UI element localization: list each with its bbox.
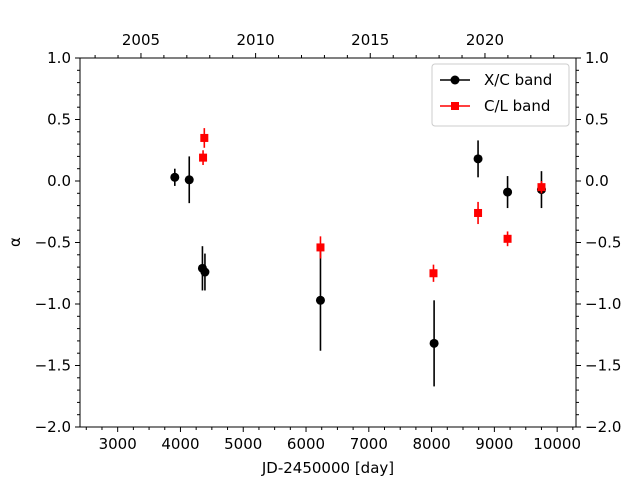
top-tick-label: 2015 <box>351 31 389 49</box>
top-tick-label: 2010 <box>237 31 275 49</box>
x-axis-title: JD-2450000 [day] <box>261 459 394 477</box>
y-tick-label-left: −1.5 <box>35 357 71 375</box>
y-tick-label-left: −0.5 <box>35 234 71 252</box>
data-point <box>503 234 512 243</box>
y-tick-label-right: 0.5 <box>585 111 609 129</box>
data-point <box>170 172 180 182</box>
legend-marker-cl <box>451 102 459 110</box>
y-tick-label-right: −1.0 <box>585 295 621 313</box>
y-tick-label-left: −1.0 <box>35 295 71 313</box>
y-tick-label-right: −1.5 <box>585 357 621 375</box>
y-tick-label-left: 0.5 <box>47 111 71 129</box>
ticks-layer: 3000 4000 5000 6000 7000 8000 9000 10000 2005 201… <box>35 31 622 453</box>
x-tick-label: 8000 <box>413 435 451 453</box>
legend-label-xc: X/C band <box>484 71 552 89</box>
top-tick-label: 2020 <box>466 31 504 49</box>
data-point <box>473 154 483 164</box>
plot-frame <box>79 57 577 428</box>
x-tick-label: 3000 <box>99 435 137 453</box>
legend-label-cl: C/L band <box>484 97 550 115</box>
x-tick-label: 10000 <box>533 435 581 453</box>
legend: X/C band C/L band <box>431 63 570 127</box>
legend-marker-xc <box>450 75 460 85</box>
y-tick-label-left: 1.0 <box>47 49 71 67</box>
data-point <box>200 267 210 277</box>
data-point <box>429 338 439 348</box>
x-tick-label: 5000 <box>224 435 262 453</box>
y-tick-label-right: −2.0 <box>585 418 621 436</box>
data-point <box>537 183 546 192</box>
data-point <box>474 208 483 217</box>
top-tick-label: 2005 <box>122 31 160 49</box>
y-axis-title: α <box>6 237 24 247</box>
y-tick-label-left: −2.0 <box>35 418 71 436</box>
data-layer <box>170 128 546 387</box>
y-tick-label-right: 1.0 <box>585 49 609 67</box>
data-point <box>200 133 209 142</box>
x-tick-label: 7000 <box>350 435 388 453</box>
data-point <box>184 175 194 185</box>
data-point <box>316 243 325 252</box>
x-tick-label: 9000 <box>475 435 513 453</box>
data-point <box>429 269 438 278</box>
x-tick-label: 4000 <box>161 435 199 453</box>
y-tick-label-right: −0.5 <box>585 234 621 252</box>
data-point <box>503 187 513 197</box>
data-point <box>315 295 325 305</box>
y-tick-label-right: 0.0 <box>585 172 609 190</box>
x-tick-label: 6000 <box>287 435 325 453</box>
data-point <box>199 153 208 162</box>
y-tick-label-left: 0.0 <box>47 172 71 190</box>
